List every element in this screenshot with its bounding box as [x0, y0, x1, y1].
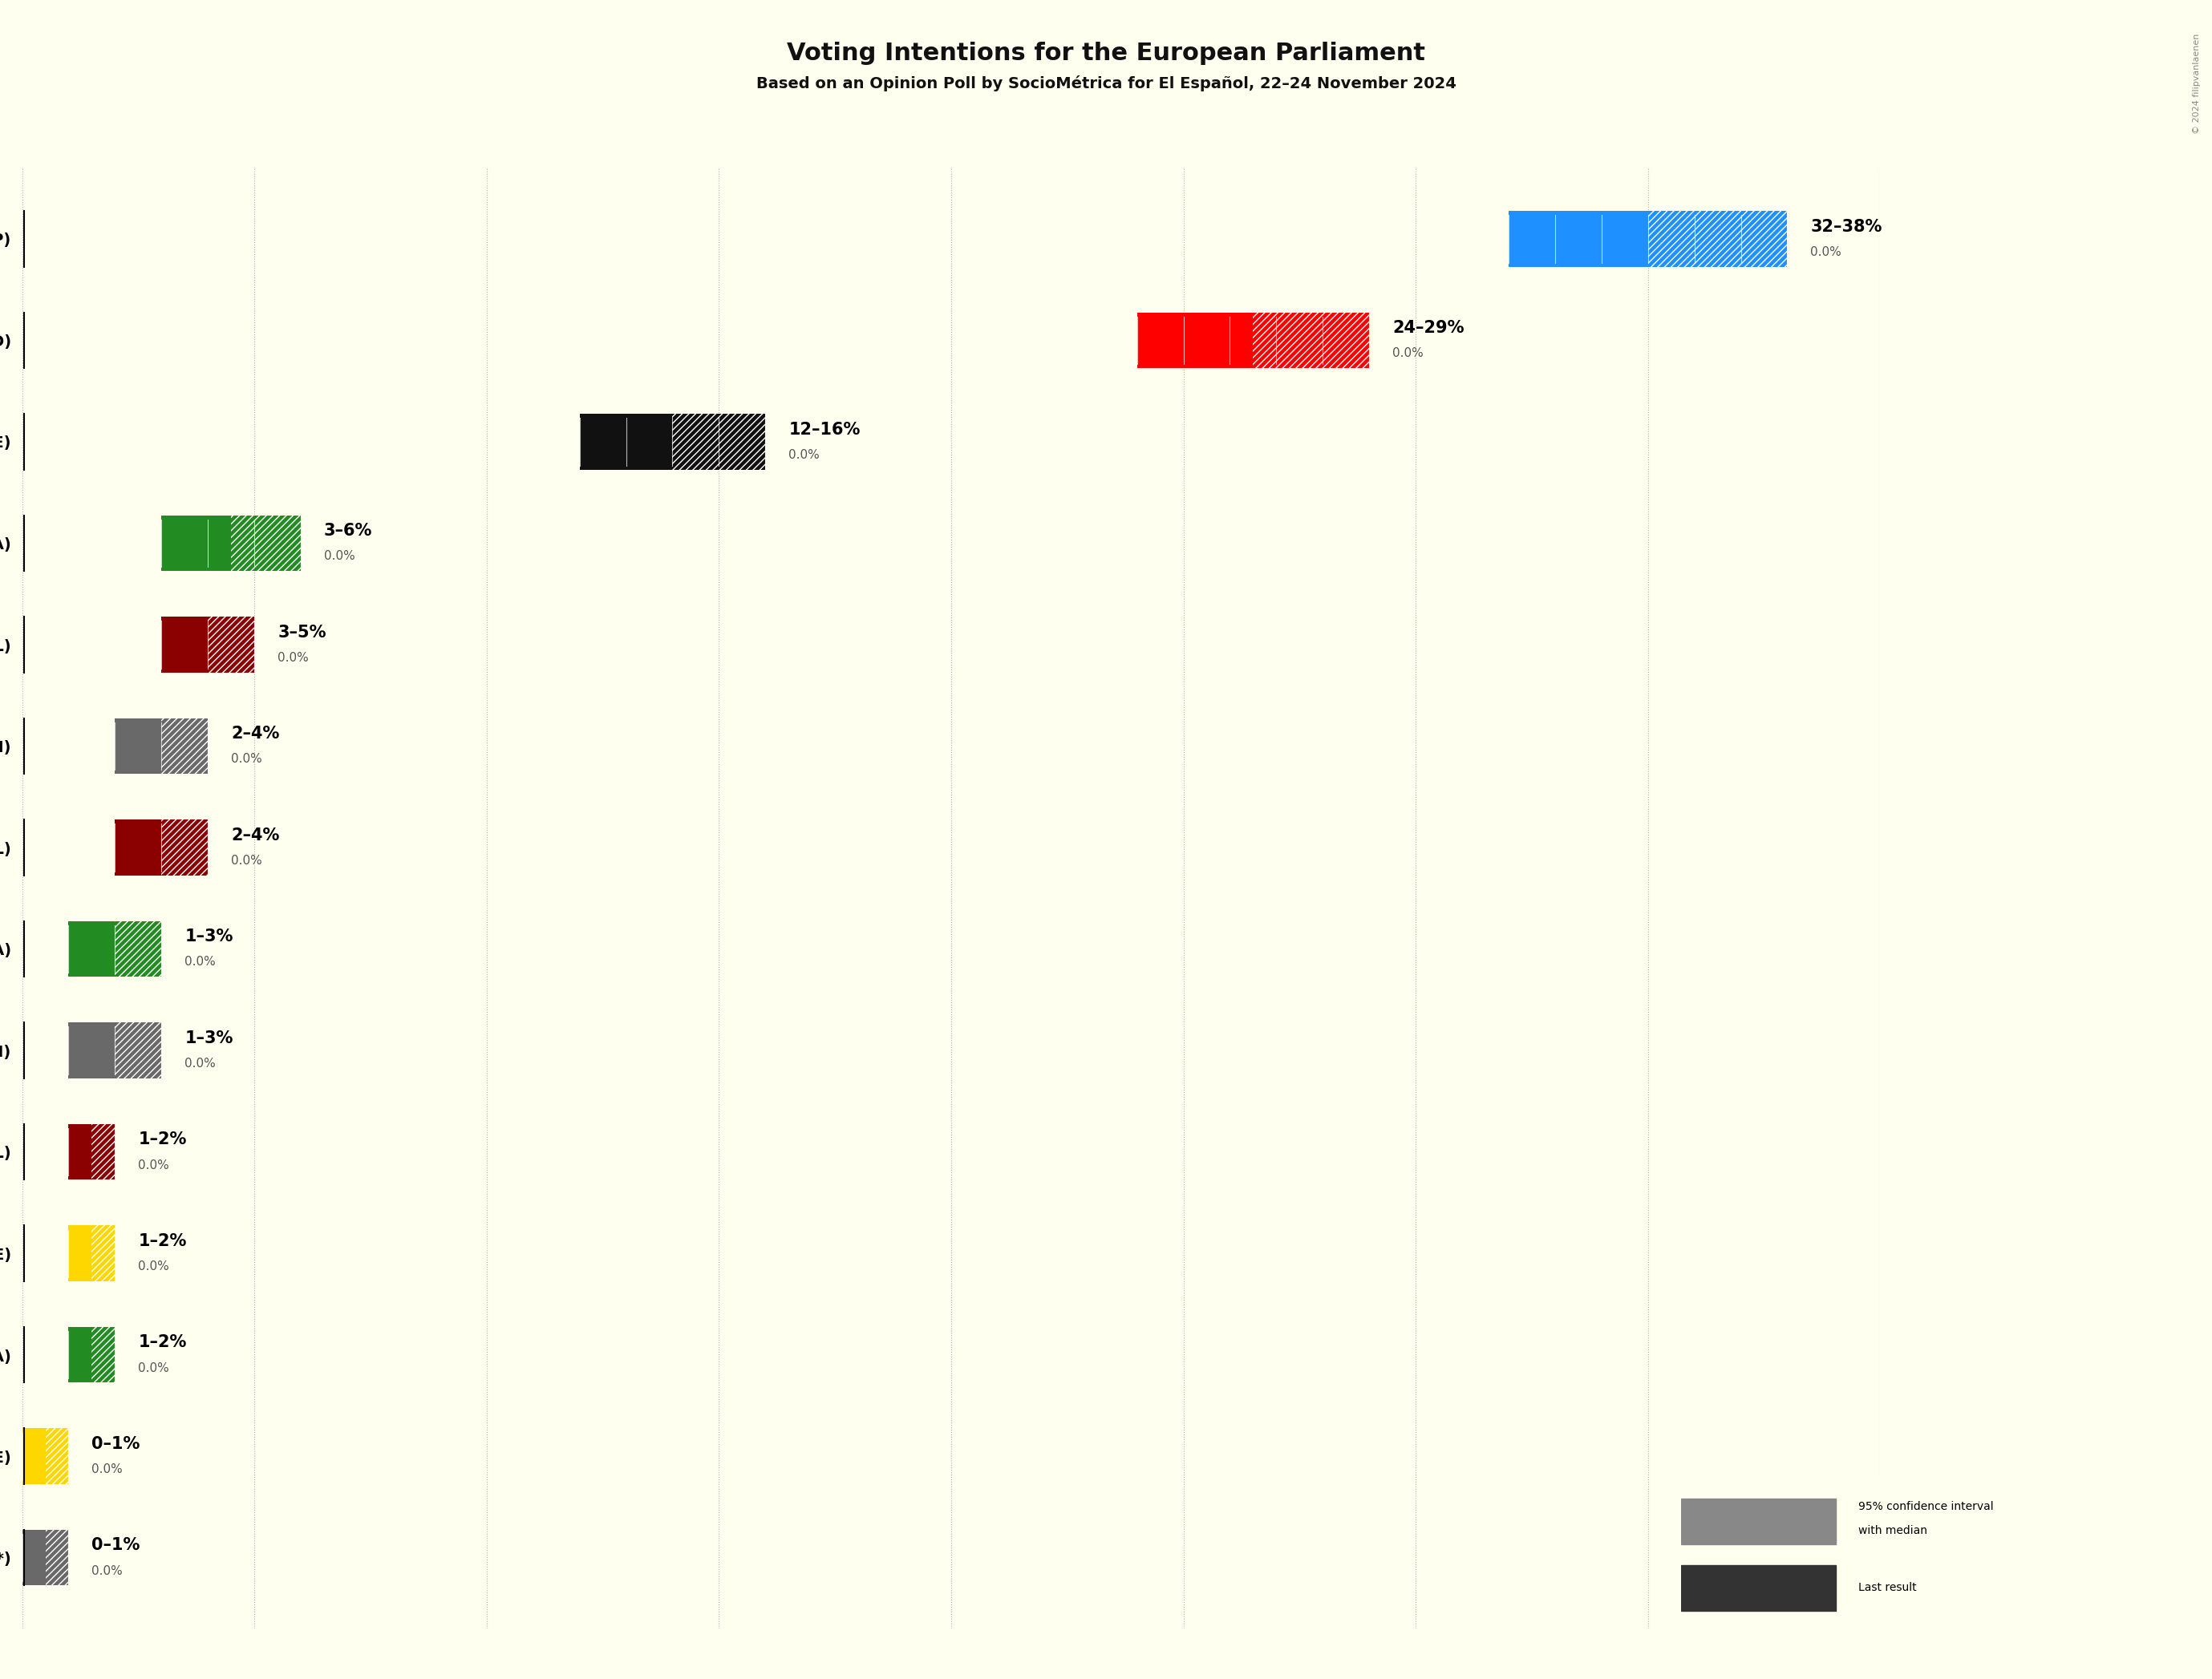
Text: 0.0%: 0.0%	[186, 955, 217, 969]
Text: 2–4%: 2–4%	[230, 828, 279, 843]
Bar	[93, 1326, 115, 1382]
Text: 1–3%: 1–3%	[186, 1031, 232, 1046]
Bar	[115, 1023, 161, 1078]
Text: 0.0%: 0.0%	[137, 1261, 170, 1273]
Bar	[161, 515, 301, 571]
Text: 0.0%: 0.0%	[230, 754, 263, 766]
Bar	[44, 1530, 69, 1585]
Text: 0.0%: 0.0%	[93, 1464, 124, 1476]
Bar	[69, 922, 161, 977]
Text: 0.0%: 0.0%	[1394, 348, 1425, 359]
Text: Based on an Opinion Poll by SocioMétrica for El Español, 22–24 November 2024: Based on an Opinion Poll by SocioMétrica…	[757, 76, 1455, 92]
Text: 0–1%: 0–1%	[93, 1436, 139, 1452]
Text: 2–4%: 2–4%	[230, 725, 279, 742]
Bar	[22, 1429, 69, 1484]
Text: Voting Intentions for the European Parliament: Voting Intentions for the European Parli…	[787, 42, 1425, 65]
Bar	[580, 415, 765, 470]
Bar	[115, 922, 161, 977]
Text: 3–5%: 3–5%	[279, 625, 325, 640]
Bar	[1759, 1499, 1836, 1545]
Text: 1–2%: 1–2%	[137, 1335, 186, 1350]
Bar	[1648, 212, 1787, 267]
Bar	[230, 515, 301, 571]
Text: 0.0%: 0.0%	[1809, 247, 1843, 259]
Bar	[44, 1429, 69, 1484]
Text: 24–29%: 24–29%	[1394, 321, 1464, 336]
Text: 32–38%: 32–38%	[1809, 218, 1882, 235]
Bar	[1759, 1565, 1836, 1610]
Text: 0.0%: 0.0%	[93, 1565, 124, 1577]
Text: 1–3%: 1–3%	[186, 928, 232, 945]
Text: 0.0%: 0.0%	[787, 448, 821, 462]
Bar	[115, 719, 208, 774]
Bar	[672, 415, 765, 470]
Text: 0.0%: 0.0%	[279, 651, 310, 663]
Text: with median: with median	[1858, 1525, 1927, 1536]
Text: 0.0%: 0.0%	[137, 1362, 170, 1373]
Text: 3–6%: 3–6%	[323, 524, 372, 539]
Text: 95% confidence interval: 95% confidence interval	[1858, 1501, 1993, 1511]
Bar	[69, 1023, 161, 1078]
Bar	[1252, 312, 1369, 368]
Bar	[161, 616, 254, 673]
Text: 0.0%: 0.0%	[186, 1058, 217, 1070]
Text: 0.0%: 0.0%	[137, 1159, 170, 1170]
Bar	[69, 1326, 115, 1382]
Bar	[1509, 212, 1787, 267]
Bar	[115, 819, 208, 875]
Text: 1–2%: 1–2%	[137, 1132, 186, 1148]
Text: © 2024 filipvanlaenen: © 2024 filipvanlaenen	[2192, 34, 2201, 134]
Bar	[69, 1123, 115, 1180]
Bar	[161, 819, 208, 875]
Text: 0–1%: 0–1%	[93, 1538, 139, 1553]
Bar	[93, 1226, 115, 1281]
Bar	[69, 1226, 115, 1281]
Bar	[22, 1530, 69, 1585]
Text: 0.0%: 0.0%	[230, 855, 263, 866]
Bar	[208, 616, 254, 673]
Bar	[1137, 312, 1369, 368]
Text: 0.0%: 0.0%	[323, 551, 356, 562]
Bar	[1681, 1499, 1836, 1545]
Text: 1–2%: 1–2%	[137, 1232, 186, 1249]
Text: Last result: Last result	[1858, 1582, 1916, 1593]
Text: 12–16%: 12–16%	[787, 421, 860, 438]
Bar	[93, 1123, 115, 1180]
Bar	[161, 719, 208, 774]
Bar	[1681, 1565, 1836, 1610]
